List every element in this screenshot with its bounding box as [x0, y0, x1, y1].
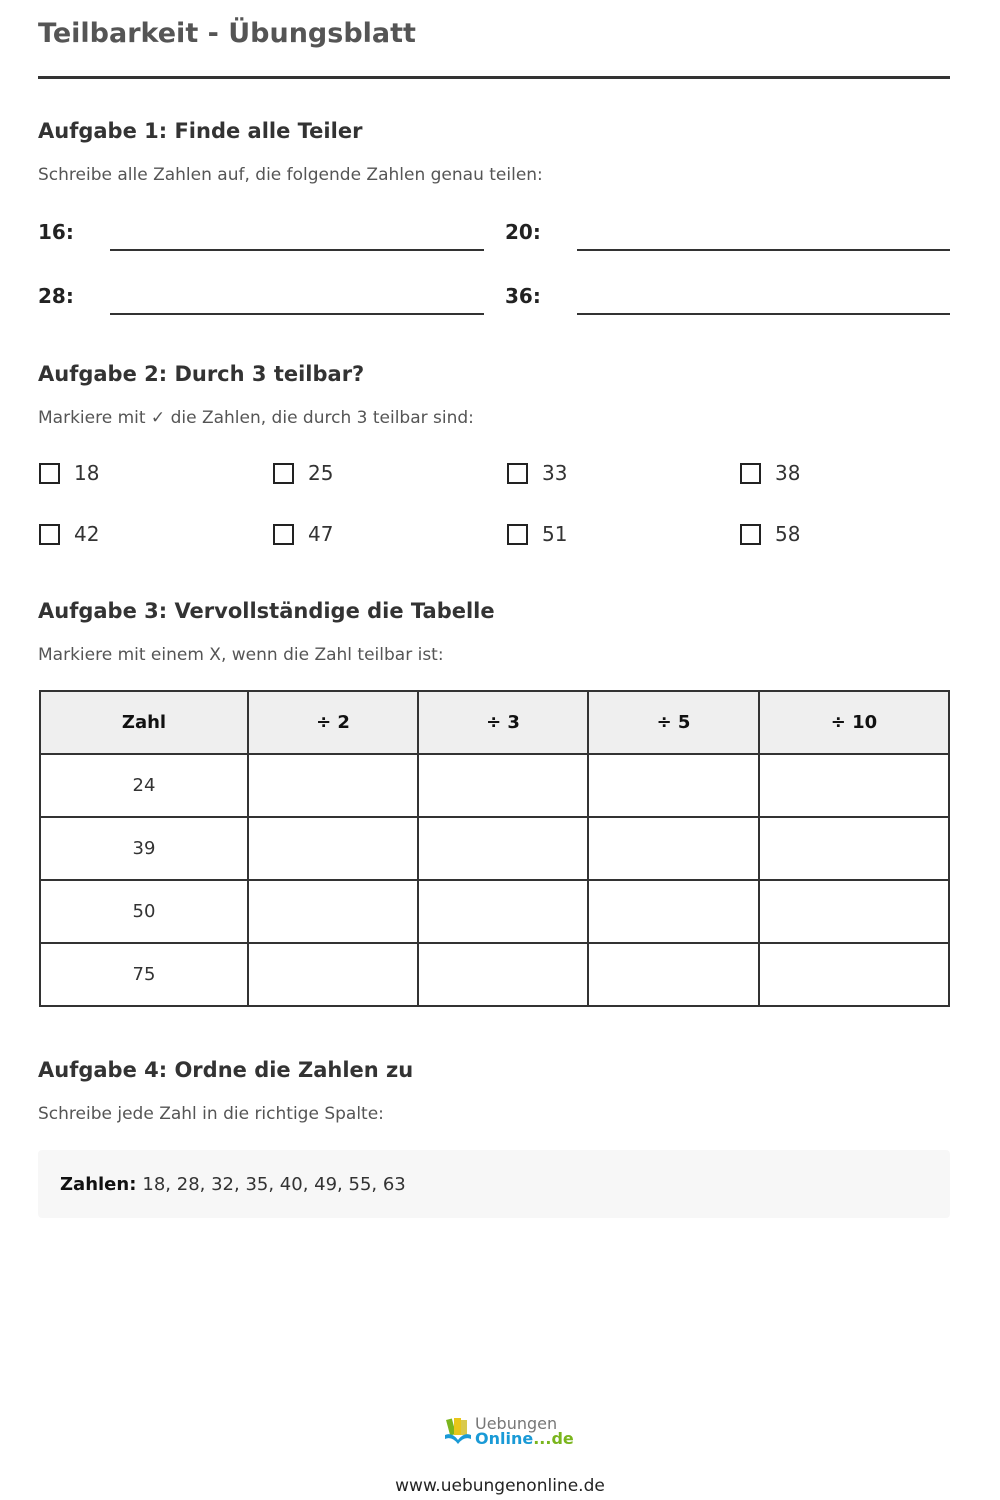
checkbox-option[interactable]: 18	[39, 461, 99, 485]
option-label: 25	[308, 461, 334, 485]
answer-cell[interactable]	[758, 942, 950, 1007]
footer-url: www.uebungenonline.de	[395, 1476, 605, 1496]
task2-heading: Aufgabe 2: Durch 3 teilbar?	[38, 362, 365, 386]
checkbox-option[interactable]: 38	[740, 461, 800, 485]
field-label-28: 28:	[38, 284, 74, 308]
task1-heading: Aufgabe 1: Finde alle Teiler	[38, 119, 363, 143]
table-row: 75	[39, 942, 950, 1007]
table-header-row: Zahl ÷ 2 ÷ 3 ÷ 5 ÷ 10	[39, 690, 950, 755]
answer-cell[interactable]	[758, 816, 950, 881]
header-div2: ÷ 2	[247, 690, 419, 755]
option-label: 58	[775, 522, 801, 546]
option-label: 33	[542, 461, 568, 485]
table-row: 50	[39, 879, 950, 944]
table-row: 24	[39, 753, 950, 818]
checkbox-icon[interactable]	[273, 462, 294, 484]
row-number: 75	[39, 942, 249, 1007]
page-title: Teilbarkeit - Übungsblatt	[38, 18, 416, 49]
site-logo: Uebungen Online...de	[444, 1414, 574, 1448]
answer-cell[interactable]	[587, 816, 760, 881]
answer-cell[interactable]	[587, 942, 760, 1007]
answer-line-16[interactable]	[110, 249, 484, 251]
option-label: 47	[308, 522, 334, 546]
answer-cell[interactable]	[758, 753, 950, 818]
checkbox-icon[interactable]	[507, 523, 528, 545]
row-number: 39	[39, 816, 249, 881]
field-label-20: 20:	[505, 220, 541, 244]
checkbox-option[interactable]: 58	[740, 522, 800, 546]
task1-instruction: Schreibe alle Zahlen auf, die folgende Z…	[38, 165, 543, 185]
checkbox-icon[interactable]	[740, 462, 761, 484]
answer-cell[interactable]	[417, 879, 589, 944]
option-label: 18	[74, 461, 100, 485]
checkbox-icon[interactable]	[507, 462, 528, 484]
answer-cell[interactable]	[247, 942, 419, 1007]
field-label-16: 16:	[38, 220, 74, 244]
table-row: 39	[39, 816, 950, 881]
task3-heading: Aufgabe 3: Vervollständige die Tabelle	[38, 599, 495, 623]
logo-text-online: Online	[475, 1429, 534, 1448]
answer-cell[interactable]	[417, 753, 589, 818]
task3-instruction: Markiere mit einem X, wenn die Zahl teil…	[38, 645, 444, 665]
logo-text-uebungen: Uebungen	[475, 1414, 558, 1433]
answer-cell[interactable]	[417, 816, 589, 881]
checkbox-option[interactable]: 51	[507, 522, 567, 546]
answer-line-28[interactable]	[110, 313, 484, 315]
answer-cell[interactable]	[247, 816, 419, 881]
option-label: 42	[74, 522, 100, 546]
answer-cell[interactable]	[587, 753, 760, 818]
header-div5: ÷ 5	[587, 690, 760, 755]
answer-cell[interactable]	[417, 942, 589, 1007]
answer-line-36[interactable]	[577, 313, 950, 315]
field-label-36: 36:	[505, 284, 541, 308]
book-icon	[445, 1418, 471, 1444]
checkbox-icon[interactable]	[740, 523, 761, 545]
answer-cell[interactable]	[247, 753, 419, 818]
task2-instruction: Markiere mit ✓ die Zahlen, die durch 3 t…	[38, 408, 474, 428]
logo-text-de: ...de	[533, 1429, 574, 1448]
numbers-list: 18, 28, 32, 35, 40, 49, 55, 63	[142, 1173, 406, 1195]
checkbox-option[interactable]: 47	[273, 522, 333, 546]
header-div3: ÷ 3	[417, 690, 589, 755]
answer-line-20[interactable]	[577, 249, 950, 251]
answer-cell[interactable]	[758, 879, 950, 944]
row-number: 24	[39, 753, 249, 818]
task4-heading: Aufgabe 4: Ordne die Zahlen zu	[38, 1058, 414, 1082]
checkbox-icon[interactable]	[39, 523, 60, 545]
option-label: 51	[542, 522, 568, 546]
checkbox-icon[interactable]	[273, 523, 294, 545]
checkbox-option[interactable]: 42	[39, 522, 99, 546]
header-zahl: Zahl	[39, 690, 249, 755]
task4-instruction: Schreibe jede Zahl in die richtige Spalt…	[38, 1104, 384, 1124]
checkbox-icon[interactable]	[39, 462, 60, 484]
row-number: 50	[39, 879, 249, 944]
header-div10: ÷ 10	[758, 690, 950, 755]
checkbox-option[interactable]: 33	[507, 461, 567, 485]
answer-cell[interactable]	[587, 879, 760, 944]
answer-cell[interactable]	[247, 879, 419, 944]
checkbox-option[interactable]: 25	[273, 461, 333, 485]
title-divider	[38, 76, 950, 79]
divisibility-table: Zahl ÷ 2 ÷ 3 ÷ 5 ÷ 10 24 39 50 75	[39, 690, 950, 1007]
numbers-label: Zahlen:	[60, 1173, 137, 1195]
option-label: 38	[775, 461, 801, 485]
numbers-box: Zahlen: 18, 28, 32, 35, 40, 49, 55, 63	[38, 1150, 950, 1218]
